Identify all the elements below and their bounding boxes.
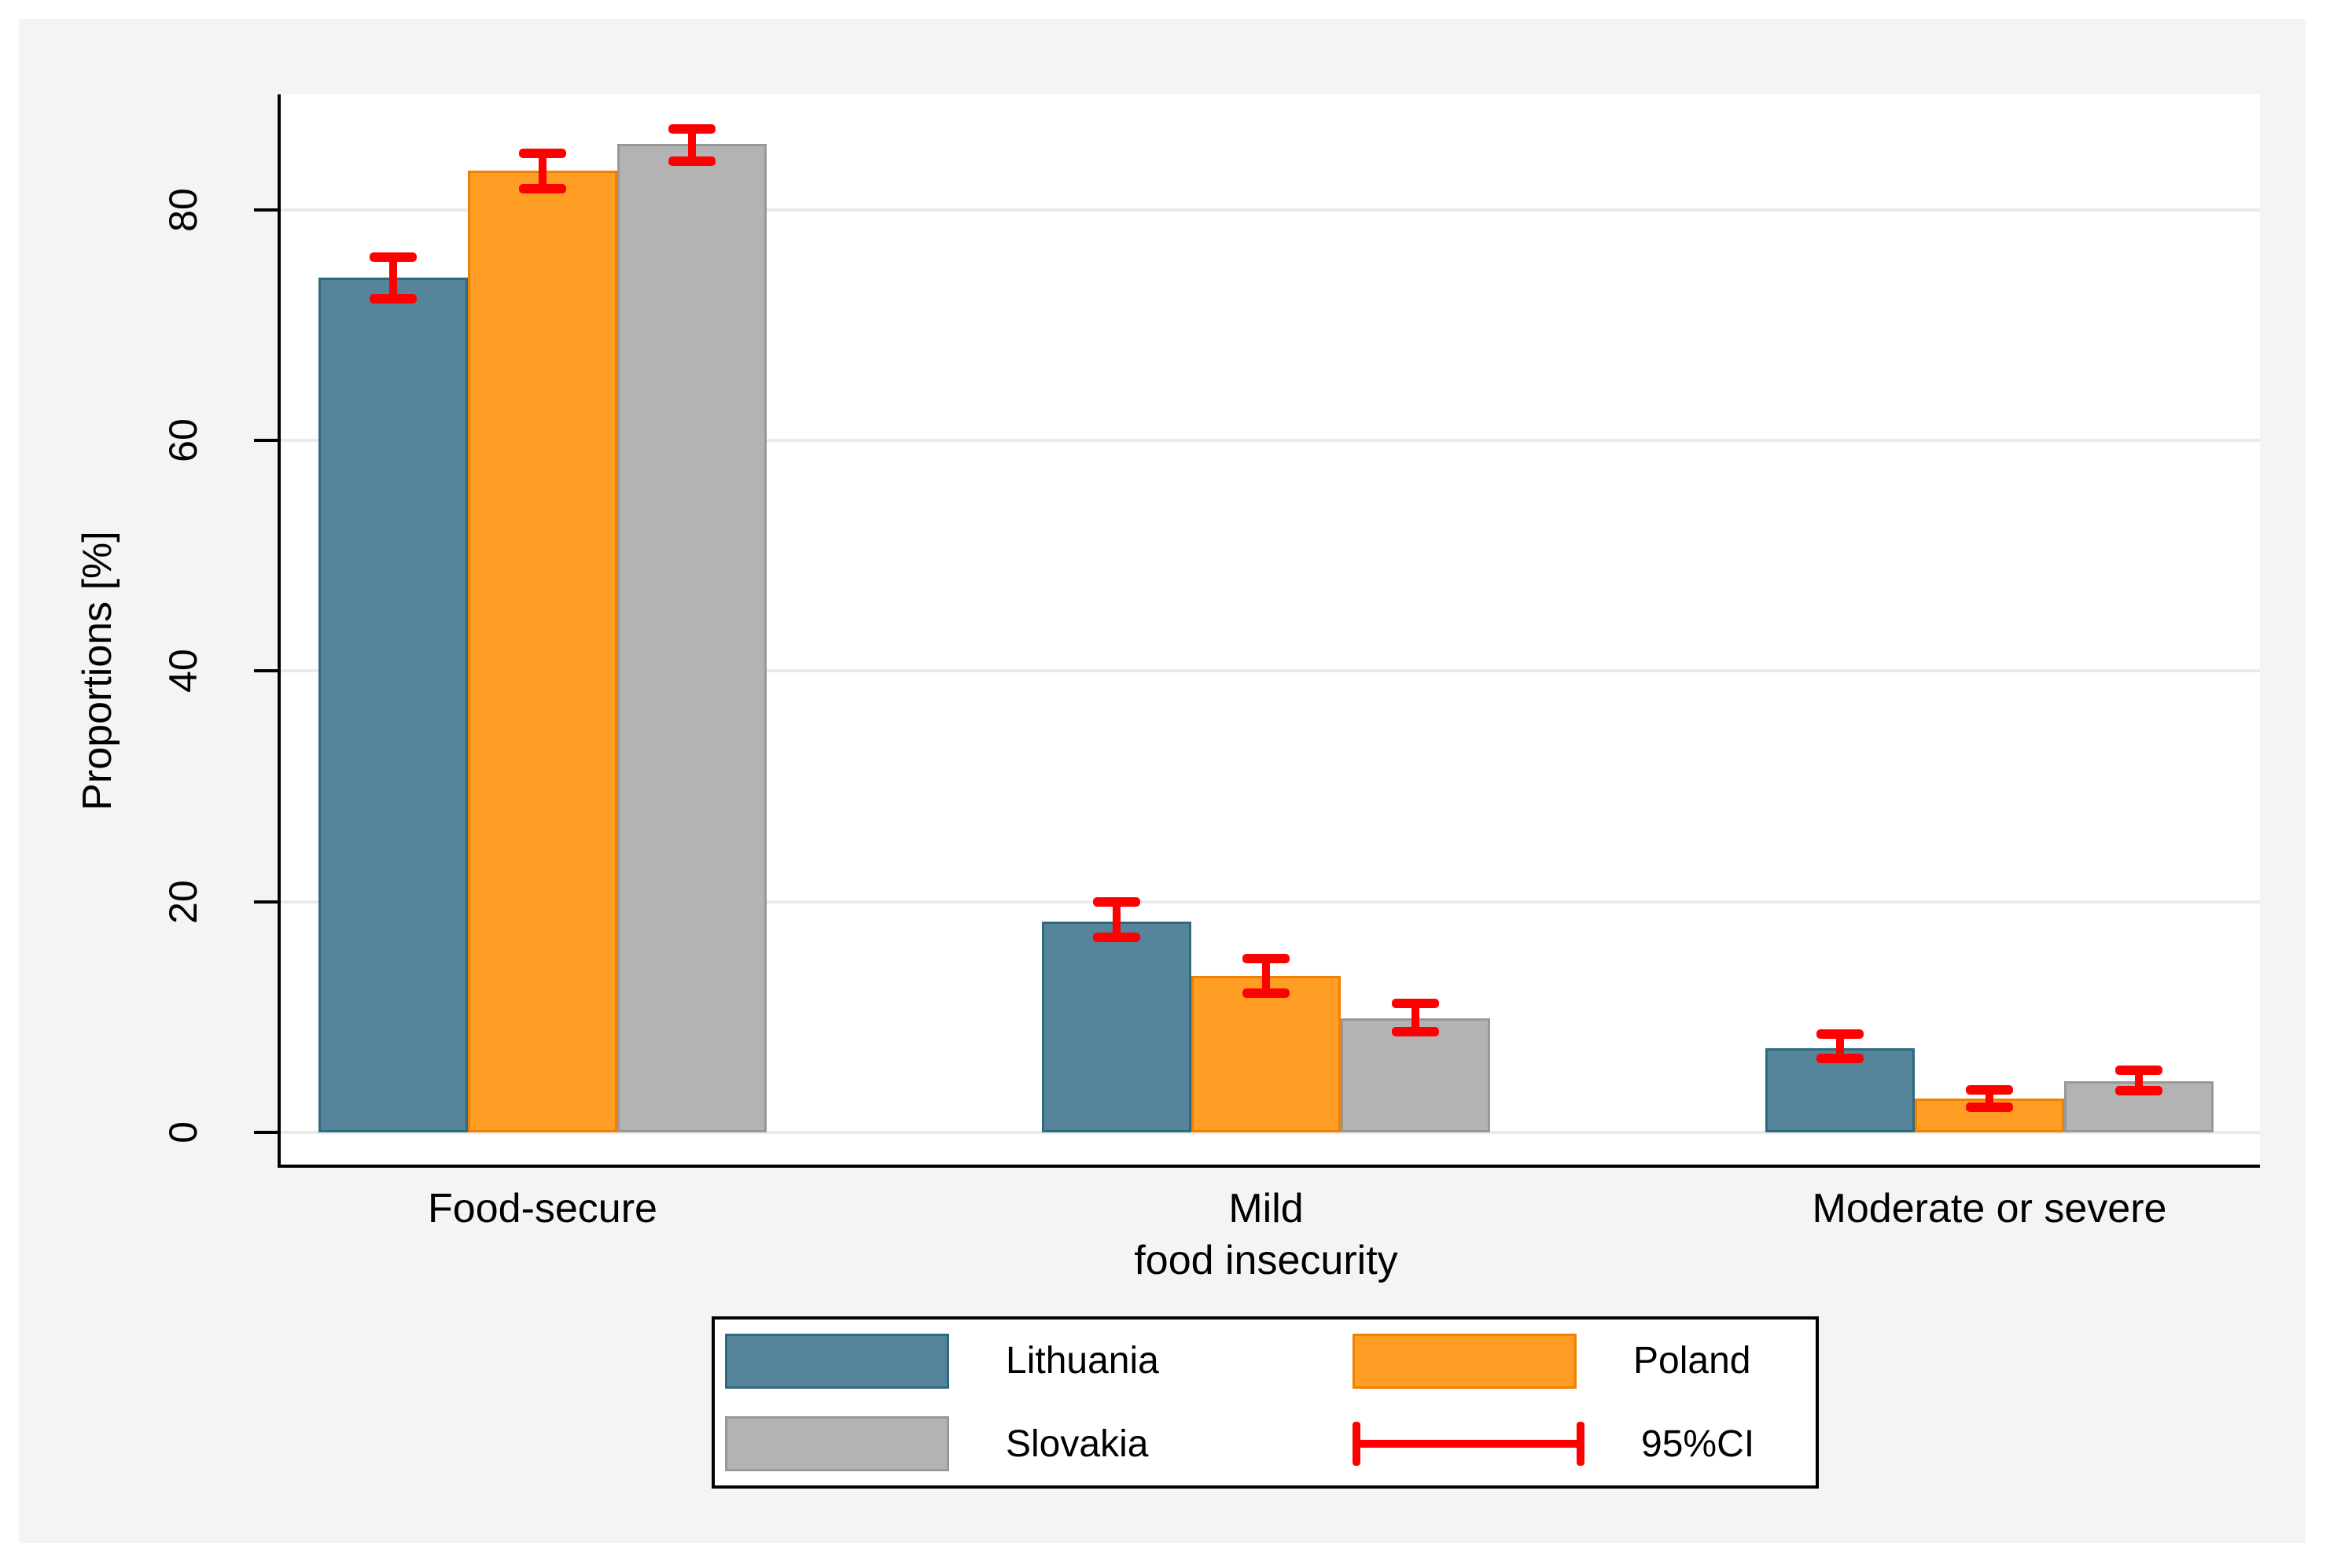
legend-swatch-poland (1353, 1333, 1577, 1389)
errorbar-cap-bottom-poland-mild-food-insecurity (1242, 988, 1290, 998)
errorbar-slovakia-food-secure (688, 129, 696, 162)
bar-lithuania-mild-food-insecurity (1042, 921, 1191, 1132)
legend-item-lithuania: Lithuania (715, 1333, 1342, 1389)
errorbar-cap-bottom-lithuania-food-secure (370, 293, 417, 304)
legend-item-slovakia: Slovakia (715, 1416, 1342, 1472)
y-tick-label-20: 20 (161, 879, 205, 924)
bar-poland-mild-food-insecurity (1191, 975, 1341, 1132)
errorbar-poland-moderate-or-severe (1986, 1089, 1993, 1107)
y-tick-0 (254, 1131, 279, 1134)
errorbar-cap-bottom-slovakia-mild-food-insecurity (1392, 1027, 1439, 1037)
gridline-40 (279, 669, 2260, 673)
bar-poland-food-secure (468, 170, 617, 1132)
errorbar-poland-mild-food-insecurity (1262, 958, 1270, 993)
x-category-label-moderate-or-severe: Moderate or severe (1812, 1186, 2167, 1231)
errorbar-cap-top-slovakia-food-secure (668, 124, 716, 134)
y-axis-line (278, 94, 281, 1168)
y-tick-label-0: 0 (161, 1121, 205, 1143)
confidence-interval-icon (1353, 1422, 1584, 1467)
errorbar-cap-top-slovakia-mild-food-insecurity (1392, 998, 1439, 1008)
bar-lithuania-moderate-or-severe (1765, 1047, 1915, 1132)
errorbar-slovakia-mild-food-insecurity (1411, 1003, 1419, 1032)
legend-label-poland: Poland (1633, 1340, 1751, 1382)
gridline-80 (279, 208, 2260, 212)
gridline-20 (279, 900, 2260, 904)
errorbar-cap-top-poland-mild-food-insecurity (1242, 953, 1290, 963)
legend-label-slovakia: Slovakia (1006, 1423, 1149, 1465)
legend-swatch-slovakia (725, 1416, 949, 1472)
errorbar-cap-top-lithuania-food-secure (370, 252, 417, 262)
errorbar-lithuania-food-secure (389, 256, 397, 299)
errorbar-cap-top-lithuania-mild-food-insecurity (1093, 896, 1140, 907)
errorbar-slovakia-moderate-or-severe (2135, 1069, 2143, 1091)
x-axis-line (279, 1165, 2260, 1168)
x-category-label-mild-food-insecurity: Mild food insecurity (1134, 1186, 1398, 1283)
legend-item-95ci: 95%CI (1342, 1422, 1816, 1467)
errorbar-cap-top-lithuania-moderate-or-severe (1816, 1029, 1864, 1040)
gridline-60 (279, 439, 2260, 442)
bar-lithuania-food-secure (318, 278, 468, 1132)
bar-slovakia-mild-food-insecurity (1341, 1018, 1490, 1132)
y-tick-label-40: 40 (161, 649, 205, 694)
legend-item-poland: Poland (1342, 1333, 1816, 1389)
legend-label-95ci: 95%CI (1641, 1423, 1755, 1465)
errorbar-lithuania-mild-food-insecurity (1113, 901, 1121, 938)
y-tick-60 (254, 439, 279, 442)
legend-swatch-lithuania (725, 1333, 949, 1389)
errorbar-cap-bottom-poland-food-secure (519, 184, 566, 194)
y-tick-label-60: 60 (161, 418, 205, 462)
figure-background: 0 20 40 60 80 Proportions [%] Food-secure Mil… (19, 19, 2306, 1543)
y-tick-80 (254, 208, 279, 212)
errorbar-cap-top-slovakia-moderate-or-severe (2115, 1065, 2162, 1075)
x-category-label-food-secure: Food-secure (428, 1186, 657, 1231)
errorbar-cap-top-poland-food-secure (519, 148, 566, 158)
errorbar-lithuania-moderate-or-severe (1836, 1034, 1844, 1059)
errorbar-cap-bottom-slovakia-food-secure (668, 156, 716, 167)
y-axis-title: Proportions [%] (75, 531, 120, 811)
legend-label-lithuania: Lithuania (1006, 1340, 1159, 1382)
legend-box: Lithuania Poland Slovakia 95%CI (712, 1316, 1819, 1489)
errorbar-cap-top-poland-moderate-or-severe (1966, 1084, 2013, 1095)
y-tick-label-80: 80 (161, 187, 205, 232)
bar-slovakia-food-secure (617, 144, 767, 1132)
errorbar-cap-bottom-lithuania-moderate-or-severe (1816, 1054, 1864, 1064)
gridline-0 (279, 1131, 2260, 1134)
errorbar-cap-bottom-slovakia-moderate-or-severe (2115, 1086, 2162, 1096)
errorbar-cap-bottom-lithuania-mild-food-insecurity (1093, 933, 1140, 943)
y-tick-40 (254, 669, 279, 673)
errorbar-cap-bottom-poland-moderate-or-severe (1966, 1102, 2013, 1112)
y-tick-20 (254, 900, 279, 904)
errorbar-poland-food-secure (539, 153, 547, 190)
